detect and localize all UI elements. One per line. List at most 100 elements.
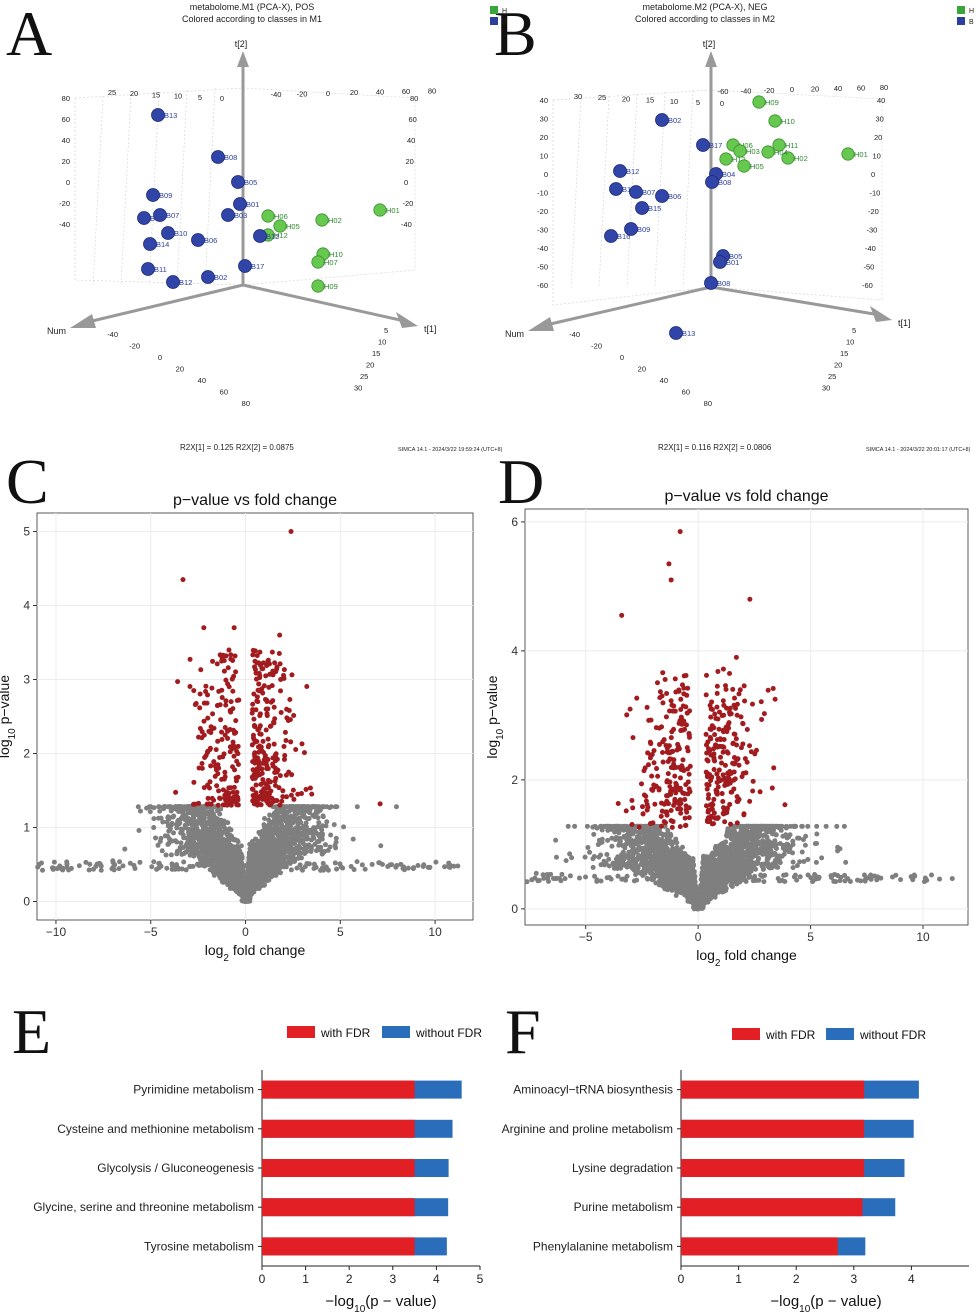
volcano-point-significant	[304, 683, 310, 689]
volcano-point	[369, 861, 375, 867]
tick-left: 10	[540, 152, 548, 161]
volcano-point	[149, 864, 155, 870]
volcano-point-significant	[273, 669, 279, 675]
volcano-point	[288, 867, 294, 873]
volcano-point	[215, 825, 221, 831]
volcano-point-significant	[221, 658, 227, 664]
volcano-point	[291, 856, 297, 862]
pca-point-label: H03	[746, 147, 760, 156]
volcano-point-significant	[259, 686, 265, 692]
volcano-point-significant	[233, 797, 239, 803]
volcano-point	[241, 879, 247, 885]
volcano-point-significant	[262, 754, 268, 760]
pca-point-label: B02	[668, 116, 681, 125]
pca-footer-right: SIMCA 14.1 - 2024/3/22 19:59:24 (UTC+8)	[398, 447, 503, 453]
tick-right: -50	[864, 263, 875, 272]
volcano-point	[790, 850, 796, 856]
axis-t1	[242, 283, 401, 322]
volcano-point	[165, 833, 171, 839]
volcano-point-significant	[274, 756, 280, 762]
volcano-point-significant	[285, 718, 291, 724]
pca-point-h	[373, 203, 387, 217]
volcano-point	[137, 808, 143, 814]
volcano-point	[200, 804, 206, 810]
x-tick-label: −10	[46, 925, 67, 939]
tick-bottom-left: 60	[220, 388, 228, 397]
volcano-point	[197, 860, 203, 866]
volcano-point	[234, 838, 240, 844]
volcano-point	[90, 866, 96, 872]
volcano-point	[291, 818, 297, 824]
tick-top-left: 10	[174, 92, 182, 101]
volcano-point-significant	[221, 751, 227, 757]
tick-bottom-left: -20	[129, 342, 140, 351]
volcano-point	[315, 844, 321, 850]
volcano-point-significant	[276, 651, 282, 657]
volcano-point	[276, 840, 282, 846]
volcano-point-significant	[293, 746, 299, 752]
volcano-point-significant	[257, 711, 263, 717]
volcano-point-significant	[271, 741, 277, 747]
volcano-point-significant	[265, 766, 271, 772]
volcano-point-significant	[180, 577, 186, 583]
volcano-point	[605, 837, 611, 843]
volcano-point	[158, 835, 164, 841]
volcano-point-significant	[221, 776, 227, 782]
volcano-point-significant	[187, 656, 193, 662]
tick-bottom-right: 15	[372, 349, 380, 358]
grid-wall	[552, 89, 883, 300]
tick-top-left: 15	[152, 90, 160, 99]
volcano-point	[237, 887, 243, 893]
volcano-point	[35, 864, 41, 870]
pca-point-b	[146, 188, 160, 202]
volcano-point-significant	[249, 710, 255, 716]
volcano-point	[421, 862, 427, 868]
axis-label-t2: t[2]	[703, 39, 716, 49]
tick-bottom-left: 0	[620, 353, 624, 362]
volcano-point-significant	[252, 775, 258, 781]
volcano-point-significant	[234, 789, 240, 795]
volcano-point	[327, 844, 333, 850]
volcano-point-significant	[219, 736, 225, 742]
volcano-point	[182, 816, 188, 822]
tick-left: -20	[59, 199, 70, 208]
tick-bottom-left: 60	[682, 388, 690, 397]
volcano-point-significant	[223, 702, 229, 708]
pca-point-label: B11	[622, 185, 635, 194]
volcano-point-significant	[213, 767, 219, 773]
volcano-point-significant	[227, 707, 233, 713]
tick-top-right: 20	[350, 88, 358, 97]
pca-point-b	[166, 275, 180, 289]
volcano-point	[231, 884, 237, 890]
volcano-point	[261, 882, 267, 888]
volcano-point	[287, 852, 293, 858]
pca-point-label: B08	[717, 279, 730, 288]
volcano-ylabel: log10 p−value	[0, 675, 18, 758]
volcano-point	[172, 804, 178, 810]
volcano-point	[315, 824, 321, 830]
legend-swatch-b	[490, 17, 498, 25]
pca-point-label: H05	[750, 162, 764, 171]
volcano-point	[136, 827, 142, 833]
volcano-point-significant	[251, 801, 257, 807]
volcano-point	[285, 847, 291, 853]
volcano-point	[251, 881, 257, 887]
volcano-point-significant	[264, 699, 270, 705]
volcano-point	[304, 835, 310, 841]
volcano-point	[314, 839, 320, 845]
volcano-point	[299, 866, 305, 872]
volcano-point-significant	[280, 788, 286, 794]
tick-left: -40	[59, 220, 70, 229]
tick-left: -30	[537, 226, 548, 235]
volcano-point-significant	[232, 653, 238, 659]
volcano-point	[393, 804, 399, 810]
volcano-point	[86, 867, 92, 873]
volcano-point	[306, 810, 312, 816]
pca-point-b	[201, 270, 215, 284]
volcano-point	[194, 835, 200, 841]
volcano-point	[64, 861, 70, 867]
volcano-point-significant	[264, 798, 270, 804]
tick-right: 40	[407, 136, 415, 145]
volcano-point	[276, 809, 282, 815]
